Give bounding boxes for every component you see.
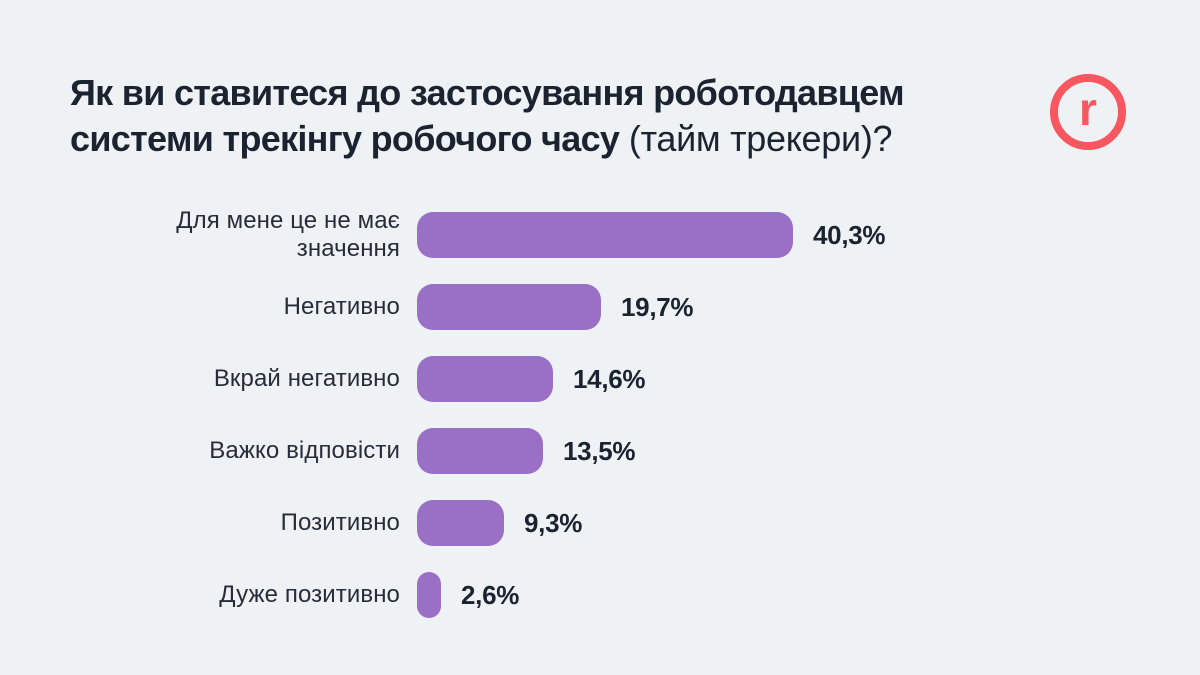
chart-row: Позитивно 9,3% bbox=[70, 500, 1130, 546]
category-label: Дуже позитивно bbox=[219, 581, 400, 608]
chart-title-line2-regular: (тайм трекери)? bbox=[619, 118, 893, 159]
value-label: 13,5% bbox=[563, 435, 636, 466]
chart-title-line1: Як ви ставитеся до застосування роботода… bbox=[70, 72, 905, 113]
chart-header: Як ви ставитеся до застосування роботода… bbox=[70, 70, 1030, 162]
value-label: 9,3% bbox=[524, 507, 583, 538]
category-label: Для мене це не має значення bbox=[176, 207, 400, 262]
chart-row: Важко відповісти 13,5% bbox=[70, 428, 1130, 474]
chart-row: Вкрай негативно 14,6% bbox=[70, 356, 1130, 402]
bar bbox=[417, 284, 601, 330]
chart-row: Негативно 19,7% bbox=[70, 284, 1130, 330]
value-label: 2,6% bbox=[461, 579, 520, 610]
bar bbox=[417, 356, 553, 402]
category-label: Позитивно bbox=[280, 509, 400, 536]
bar bbox=[417, 500, 504, 546]
category-label: Важко відповісти bbox=[209, 437, 400, 464]
value-label: 19,7% bbox=[621, 291, 694, 322]
chart-title: Як ви ставитеся до застосування роботода… bbox=[70, 70, 1030, 162]
bar bbox=[417, 212, 793, 258]
robota-logo-icon: r bbox=[1050, 74, 1126, 150]
bar bbox=[417, 428, 543, 474]
chart-row: Для мене це не має значення 40,3% bbox=[70, 207, 1130, 262]
chart-title-line2-bold: системи трекінгу робочого часу bbox=[70, 118, 620, 159]
value-label: 14,6% bbox=[573, 363, 646, 394]
category-label: Негативно bbox=[283, 293, 400, 320]
value-label: 40,3% bbox=[813, 219, 886, 250]
robota-logo-letter: r bbox=[1079, 83, 1097, 135]
chart-row: Дуже позитивно 2,6% bbox=[70, 572, 1130, 618]
bar-chart: Для мене це не має значення 40,3% Негативн… bbox=[70, 207, 1130, 618]
bar bbox=[417, 572, 441, 618]
category-label: Вкрай негативно bbox=[213, 365, 400, 392]
